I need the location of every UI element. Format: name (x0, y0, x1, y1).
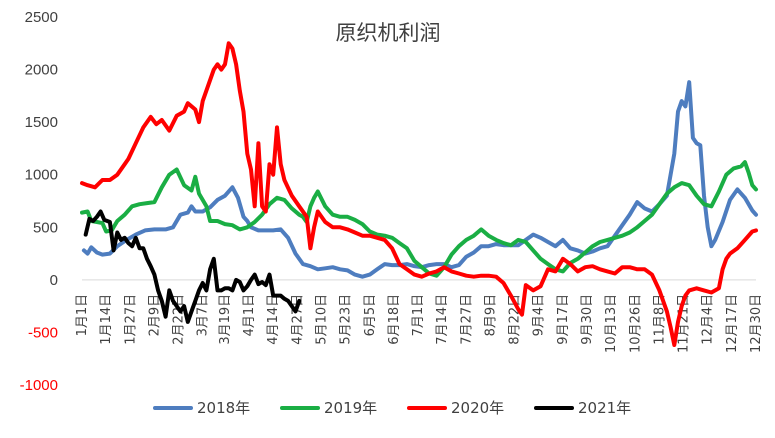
x-tick-label: 12月4日 (701, 294, 716, 345)
x-tick-label: 3月19日 (218, 294, 233, 345)
x-tick-label: 5月23日 (339, 294, 354, 345)
x-tick-label: 9月17日 (556, 294, 571, 345)
legend-label: 2018年 (197, 399, 250, 417)
series-line-4 (83, 209, 302, 324)
x-tick-label: 9月4日 (532, 294, 547, 337)
x-tick-label: 6月18日 (387, 294, 402, 345)
x-tick-label: 12月17日 (725, 294, 740, 353)
x-tick-label: 4月1日 (242, 294, 257, 337)
chart-title: 原织机利润 (336, 21, 441, 45)
x-tick-label: 7月1日 (411, 294, 426, 337)
x-tick-label: 8月9日 (483, 294, 498, 337)
series-line-2 (80, 160, 758, 278)
x-tick-label: 1月14日 (99, 294, 114, 345)
legend-label: 2020年 (451, 399, 504, 417)
y-tick-label: 1000 (25, 167, 58, 184)
x-tick-label: 12月30日 (749, 294, 764, 353)
series-line-3 (80, 41, 758, 347)
y-tick-label: 0 (50, 272, 58, 289)
y-tick-label: 500 (33, 219, 58, 236)
x-axis: 1月1日 1月14日 1月27日 2月9日 2月22日 3月7日 3月19日 4月1日 4月14… (75, 294, 764, 353)
series-line-1 (81, 80, 758, 279)
x-tick-label: 1月1日 (75, 294, 90, 337)
x-tick-label: 9月30日 (580, 294, 595, 345)
y-tick-label: 1500 (25, 114, 58, 131)
legend-label: 2019年 (324, 399, 377, 417)
plot-area (80, 41, 758, 347)
x-tick-label: 10月13日 (604, 294, 619, 353)
x-tick-label: 2月9日 (147, 294, 162, 337)
x-tick-label: 7月14日 (435, 294, 450, 345)
x-tick-label: 4月14日 (266, 294, 281, 345)
x-tick-label: 10月26日 (628, 294, 643, 353)
legend: 2018年 2019年 2020年 2021年 (153, 399, 631, 417)
legend-label: 2021年 (578, 399, 631, 417)
x-tick-label: 5月10日 (315, 294, 330, 345)
y-tick-label: -500 (28, 324, 58, 341)
y-axis: 2500 2000 1500 1000 500 0 -500 -1000 (20, 9, 58, 394)
x-tick-label: 6月5日 (363, 294, 378, 337)
y-tick-label: 2500 (25, 9, 58, 26)
x-tick-label: 7月27日 (459, 294, 474, 345)
x-tick-label: 3月7日 (196, 294, 211, 337)
x-tick-label: 1月27日 (123, 294, 138, 345)
y-tick-label: -1000 (20, 377, 58, 394)
y-tick-label: 2000 (25, 62, 58, 79)
